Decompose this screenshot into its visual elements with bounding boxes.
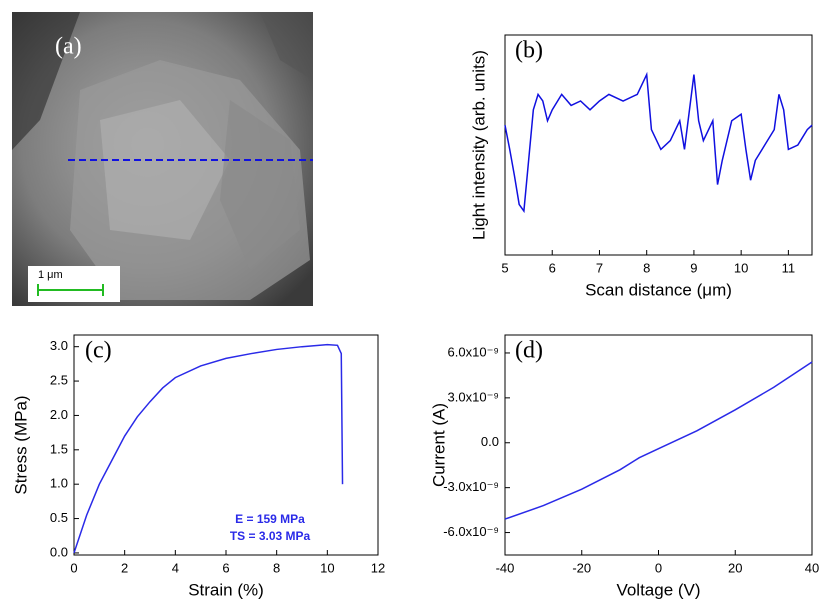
x-tick-label: 40 bbox=[805, 560, 819, 575]
x-tick-label: 4 bbox=[172, 560, 179, 575]
y-axis-title: Light intensity (arb. units) bbox=[469, 50, 488, 240]
x-axis-title: Scan distance (μm) bbox=[585, 280, 732, 299]
panel-label: (b) bbox=[515, 38, 543, 64]
y-axis-title: Current (A) bbox=[429, 403, 448, 487]
x-tick-label: -20 bbox=[572, 560, 591, 575]
panel-label: (a) bbox=[55, 34, 82, 60]
y-tick-label: 0.5 bbox=[50, 510, 68, 525]
data-line bbox=[504, 361, 813, 520]
x-tick-label: 2 bbox=[121, 560, 128, 575]
y-tick-label: -3.0x10⁻⁹ bbox=[443, 479, 499, 494]
y-tick-label: 3.0 bbox=[50, 338, 68, 353]
x-tick-label: -40 bbox=[496, 560, 515, 575]
x-tick-label: 6 bbox=[222, 560, 229, 575]
x-tick-label: 6 bbox=[549, 260, 556, 275]
data-line bbox=[504, 71, 813, 214]
x-tick-label: 20 bbox=[728, 560, 742, 575]
sem-image: 1 μm (a) bbox=[12, 12, 313, 306]
plot-frame bbox=[504, 34, 813, 256]
x-tick-label: 0 bbox=[70, 560, 77, 575]
panel-label: (c) bbox=[85, 338, 112, 364]
x-tick-label: 8 bbox=[273, 560, 280, 575]
y-tick-label: 2.5 bbox=[50, 373, 68, 388]
y-tick-label: 2.0 bbox=[50, 407, 68, 422]
x-axis-title: Strain (%) bbox=[188, 580, 264, 599]
plot-frame bbox=[504, 334, 813, 556]
y-tick-label: 0.0 bbox=[50, 544, 68, 559]
panel-label: (d) bbox=[515, 338, 543, 364]
x-tick-label: 0 bbox=[655, 560, 662, 575]
x-tick-label: 7 bbox=[596, 260, 603, 275]
annotation: TS = 3.03 MPa bbox=[230, 529, 311, 543]
data-line bbox=[73, 343, 344, 554]
y-tick-label: 3.0x10⁻⁹ bbox=[448, 389, 499, 404]
y-tick-label: 0.0 bbox=[481, 434, 499, 449]
x-tick-label: 9 bbox=[690, 260, 697, 275]
y-tick-label: 6.0x10⁻⁹ bbox=[448, 344, 499, 359]
x-tick-label: 11 bbox=[782, 260, 796, 275]
x-tick-label: 5 bbox=[501, 260, 508, 275]
scale-bar-label: 1 μm bbox=[38, 269, 63, 281]
x-axis-title: Voltage (V) bbox=[616, 580, 700, 599]
y-tick-label: 1.0 bbox=[50, 476, 68, 491]
y-tick-label: -6.0x10⁻⁹ bbox=[443, 524, 499, 539]
y-tick-label: 1.5 bbox=[50, 441, 68, 456]
x-tick-label: 10 bbox=[734, 260, 748, 275]
annotation: E = 159 MPa bbox=[235, 512, 305, 526]
x-tick-label: 10 bbox=[320, 560, 334, 575]
x-tick-label: 12 bbox=[371, 560, 385, 575]
y-axis-title: Stress (MPa) bbox=[11, 395, 30, 494]
x-tick-label: 8 bbox=[643, 260, 650, 275]
